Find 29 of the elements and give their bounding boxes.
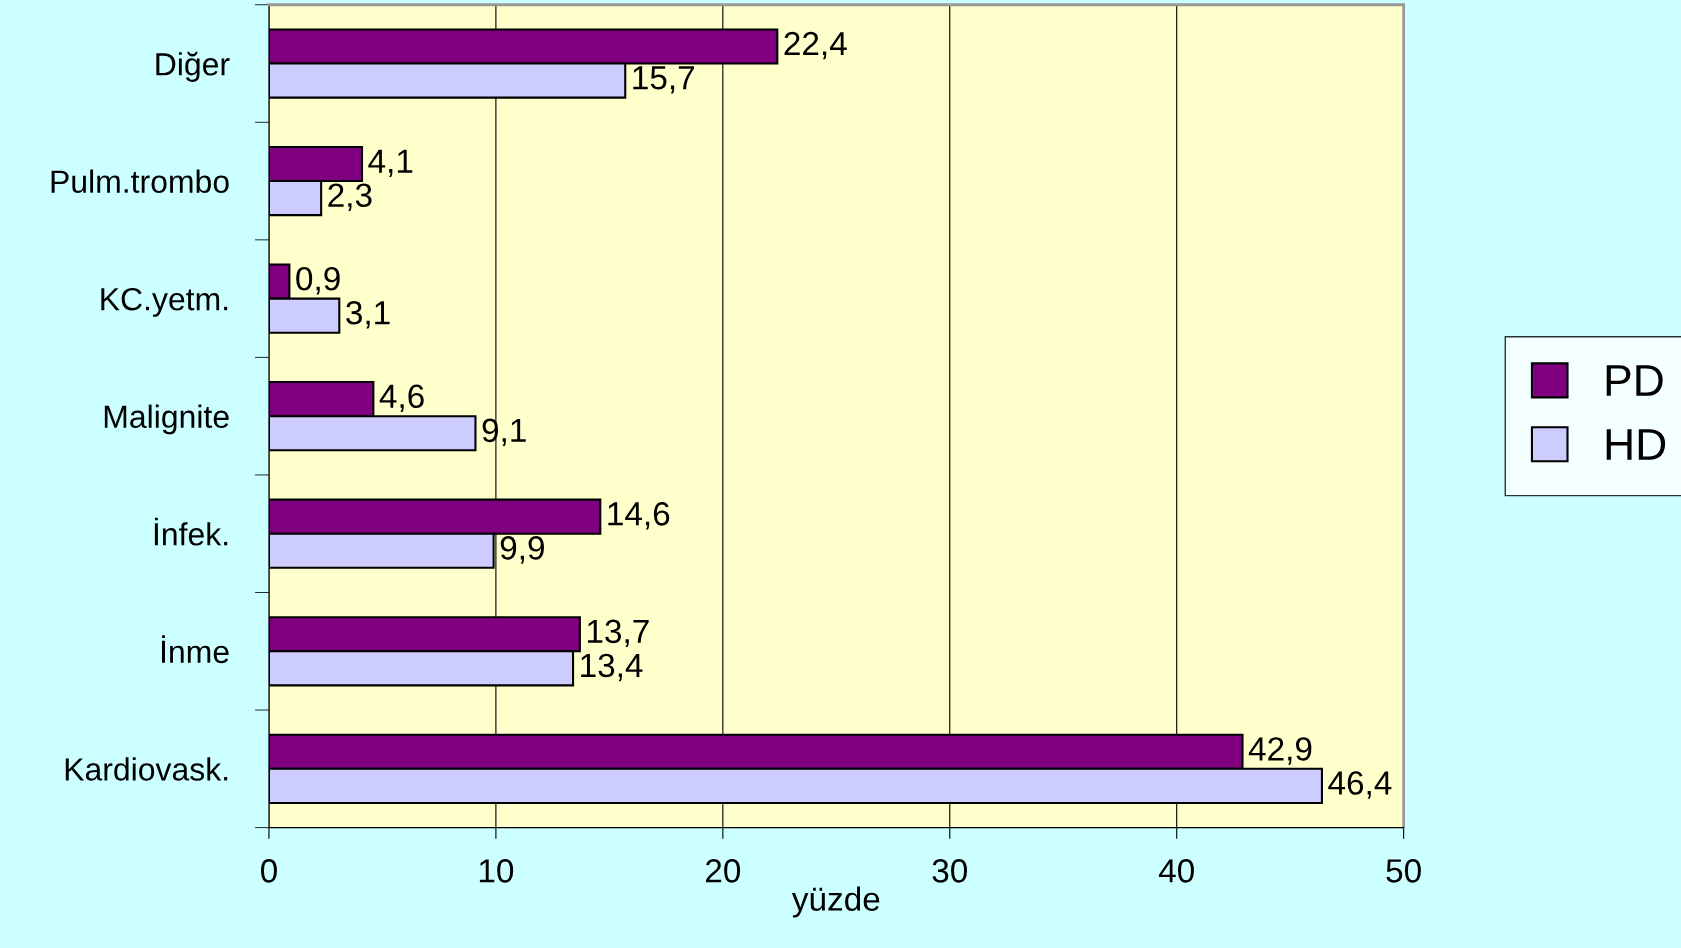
x-axis-title: yüzde [791, 886, 880, 918]
x-tick-label: 40 [1158, 859, 1194, 883]
y-tick-label: Kardiovask. [65, 757, 228, 781]
data-label: 15,7 [633, 66, 695, 94]
y-tick-label: KC.yetm. [101, 287, 228, 317]
data-label: 22,4 [784, 31, 847, 60]
data-label: 4,6 [379, 384, 424, 413]
y-tick-label: İnme [162, 635, 229, 664]
data-label: 4,1 [368, 149, 413, 177]
data-label: 2,3 [328, 183, 372, 211]
data-label: 14,6 [608, 502, 670, 530]
y-tick-label: Pulm.trombo [51, 169, 229, 193]
y-tick-label: Diğer [156, 51, 230, 82]
y-tick-label: Malignite [104, 404, 229, 435]
x-tick-label: 10 [479, 859, 514, 883]
x-tick-label: 30 [932, 859, 967, 883]
data-label: 42,9 [1248, 737, 1312, 765]
data-label: 0,9 [296, 266, 340, 295]
data-label: 9,9 [500, 536, 544, 564]
x-tick-label: 0 [260, 859, 277, 883]
y-tick-label: İnfek. [154, 517, 228, 546]
data-label: 13,7 [587, 619, 649, 648]
data-label: 46,4 [1328, 771, 1392, 799]
data-label: 13,4 [581, 653, 643, 682]
legend-label: PD [1606, 365, 1663, 396]
legend-label: HD [1606, 429, 1666, 460]
x-tick-label: 20 [705, 859, 741, 883]
x-tick-label: 50 [1386, 859, 1421, 883]
data-label: 3,1 [346, 301, 390, 329]
